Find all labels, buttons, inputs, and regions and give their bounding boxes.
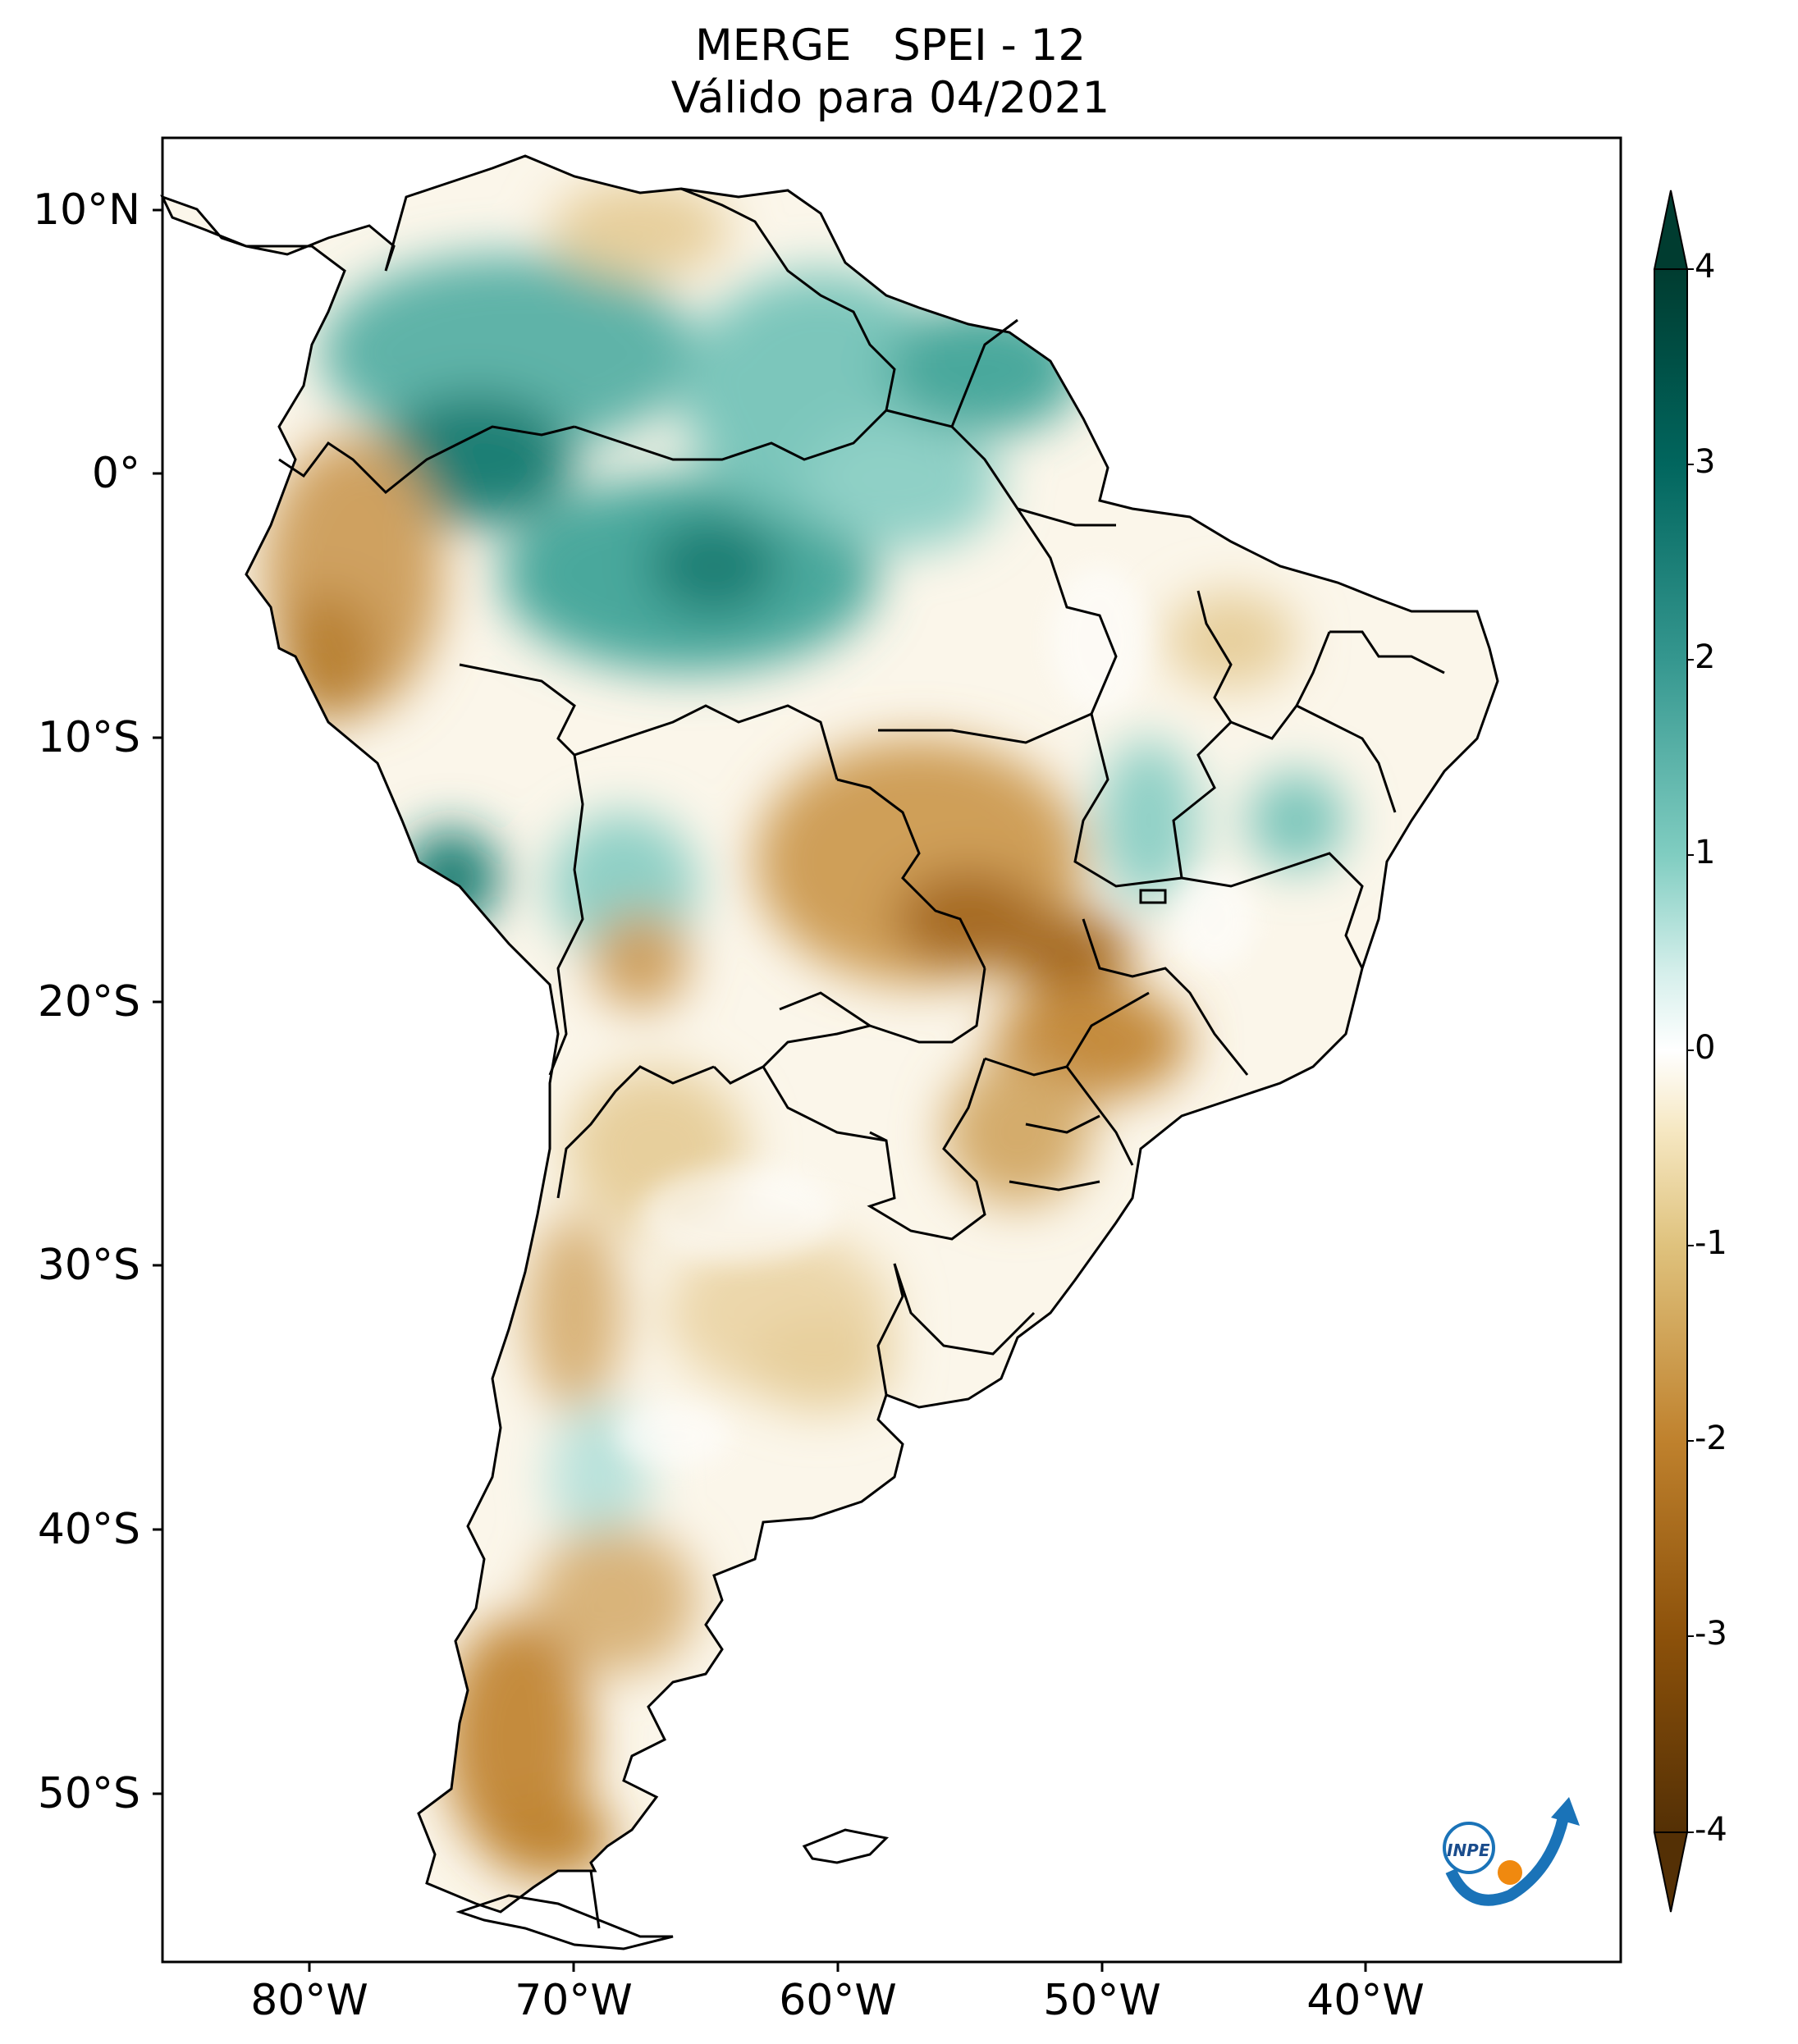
colorbar-tick-1: 1	[1695, 834, 1716, 871]
lon-label-80w: 80°W	[250, 1976, 368, 2025]
lat-label-20s: 20°S	[37, 977, 140, 1027]
lon-label-60w: 60°W	[779, 1976, 897, 2025]
colorbar-tick-neg2: -2	[1695, 1420, 1727, 1457]
colorbar-max-arrow	[1653, 190, 1689, 270]
colorbar-tick-neg4: -4	[1695, 1811, 1727, 1849]
colorbar-tick-4: 4	[1695, 248, 1716, 286]
lat-label-10n: 10°N	[32, 185, 140, 235]
lat-label-0: 0°	[91, 449, 140, 498]
lon-label-40w: 40°W	[1306, 1976, 1425, 2025]
map-subtitle: Válido para 04/2021	[670, 73, 1110, 123]
lat-label-50s: 50°S	[37, 1769, 140, 1818]
colorbar	[1653, 190, 1694, 1913]
lat-label-30s: 30°S	[37, 1241, 140, 1290]
map-title: MERGE SPEI - 12	[694, 21, 1087, 71]
axis-ticks	[153, 208, 1367, 1972]
colorbar-tick-3: 3	[1695, 443, 1716, 481]
lon-label-50w: 50°W	[1043, 1976, 1161, 2025]
colorbar-gradient	[1654, 268, 1688, 1833]
inpe-logo	[1443, 1797, 1580, 1906]
lon-label-70w: 70°W	[515, 1976, 633, 2025]
country-borders	[161, 154, 1499, 1950]
colorbar-tick-2: 2	[1695, 638, 1716, 676]
colorbar-tick-0: 0	[1695, 1029, 1716, 1067]
inpe-logo-text: INPE	[1447, 1841, 1490, 1860]
colorbar-min-arrow	[1653, 1831, 1689, 1913]
lat-label-10s: 10°S	[37, 713, 140, 762]
axes-border	[161, 136, 1622, 1964]
colorbar-tick-neg1: -1	[1695, 1224, 1727, 1262]
colorbar-tick-neg3: -3	[1695, 1615, 1727, 1653]
lat-label-40s: 40°S	[37, 1505, 140, 1554]
